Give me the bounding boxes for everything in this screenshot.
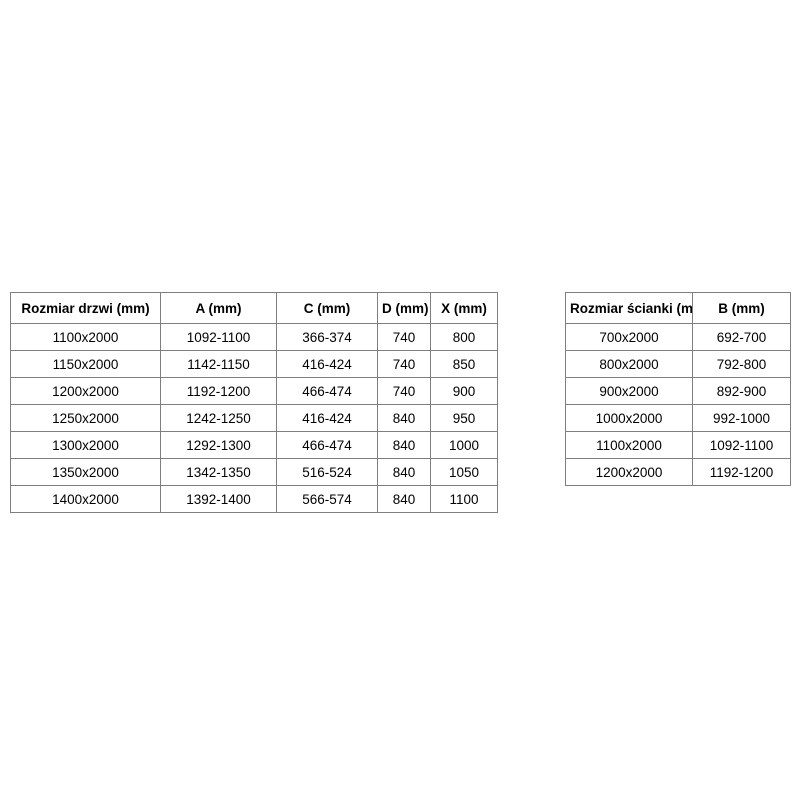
table-cell: 1092-1100 (692, 431, 791, 459)
table-cell: 800x2000 (565, 350, 693, 378)
column-header: B (mm) (692, 292, 791, 324)
column-header: D (mm) (377, 292, 431, 324)
table-cell: 1150x2000 (10, 350, 161, 378)
table-row: 1200x2000 1192-1200 466-474 740 900 (10, 377, 498, 405)
table-cell: 1392-1400 (160, 485, 277, 513)
table-cell: 700x2000 (565, 323, 693, 351)
table-cell: 840 (377, 404, 431, 432)
table-cell: 1300x2000 (10, 431, 161, 459)
table-cell: 566-574 (276, 485, 378, 513)
table-row: 1100x2000 1092-1100 (565, 431, 791, 459)
table-cell: 892-900 (692, 377, 791, 405)
door-size-table: Rozmiar drzwi (mm) A (mm) C (mm) D (mm) X (m… (10, 292, 498, 513)
table-row: 1150x2000 1142-1150 416-424 740 850 (10, 350, 498, 378)
column-header: Rozmiar ścianki (mm) (565, 292, 693, 324)
table-row: 1300x2000 1292-1300 466-474 840 1000 (10, 431, 498, 459)
wall-size-table: Rozmiar ścianki (mm)B (mm)700x2000692-70… (565, 292, 791, 486)
table-cell: 1192-1200 (160, 377, 277, 405)
table-cell: 1142-1150 (160, 350, 277, 378)
table-cell: 1050 (430, 458, 498, 486)
table-cell: 740 (377, 377, 431, 405)
table-cell: 900x2000 (565, 377, 693, 405)
table-cell: 950 (430, 404, 498, 432)
table-cell: 900 (430, 377, 498, 405)
table-cell: 792-800 (692, 350, 791, 378)
table-row: 900x2000 892-900 (565, 377, 791, 405)
table-cell: 740 (377, 350, 431, 378)
table-cell: 1192-1200 (692, 458, 791, 486)
table-cell: 840 (377, 431, 431, 459)
table-cell: 1292-1300 (160, 431, 277, 459)
table-cell: 850 (430, 350, 498, 378)
table-cell: 1200x2000 (10, 377, 161, 405)
table-row: 700x2000 692-700 (565, 323, 791, 351)
table-cell: 840 (377, 485, 431, 513)
table-row: 1250x2000 1242-1250 416-424 840 950 (10, 404, 498, 432)
table-row: 1200x2000 1192-1200 (565, 458, 791, 486)
table-cell: 516-524 (276, 458, 378, 486)
table-cell: 1200x2000 (565, 458, 693, 486)
table-cell: 692-700 (692, 323, 791, 351)
table-cell: 466-474 (276, 377, 378, 405)
table-cell: 1000 (430, 431, 498, 459)
table-cell: 366-374 (276, 323, 378, 351)
table-cell: 1242-1250 (160, 404, 277, 432)
table-row: 1350x2000 1342-1350 516-524 840 1050 (10, 458, 498, 486)
table-cell: 1100x2000 (565, 431, 693, 459)
table-cell: 800 (430, 323, 498, 351)
table-row: 1000x2000 992-1000 (565, 404, 791, 432)
table-cell: 466-474 (276, 431, 378, 459)
column-header: A (mm) (160, 292, 277, 324)
table-cell: 1350x2000 (10, 458, 161, 486)
table-row: 1100x2000 1092-1100 366-374 740 800 (10, 323, 498, 351)
table-cell: 1092-1100 (160, 323, 277, 351)
table-header-row: Rozmiar ścianki (mm)B (mm) (565, 292, 791, 324)
table-cell: 1400x2000 (10, 485, 161, 513)
column-header: Rozmiar drzwi (mm) (10, 292, 161, 324)
table-cell: 1000x2000 (565, 404, 693, 432)
table-cell: 740 (377, 323, 431, 351)
table-cell: 416-424 (276, 350, 378, 378)
table-cell: 992-1000 (692, 404, 791, 432)
table-cell: 1100x2000 (10, 323, 161, 351)
table-row: 1400x2000 1392-1400 566-574 840 1100 (10, 485, 498, 513)
column-header: X (mm) (430, 292, 498, 324)
table-cell: 1250x2000 (10, 404, 161, 432)
table-cell: 840 (377, 458, 431, 486)
table-row: 800x2000 792-800 (565, 350, 791, 378)
table-cell: 416-424 (276, 404, 378, 432)
table-cell: 1100 (430, 485, 498, 513)
table-header-row: Rozmiar drzwi (mm) A (mm) C (mm) D (mm) X (m… (10, 292, 498, 324)
column-header: C (mm) (276, 292, 378, 324)
table-cell: 1342-1350 (160, 458, 277, 486)
